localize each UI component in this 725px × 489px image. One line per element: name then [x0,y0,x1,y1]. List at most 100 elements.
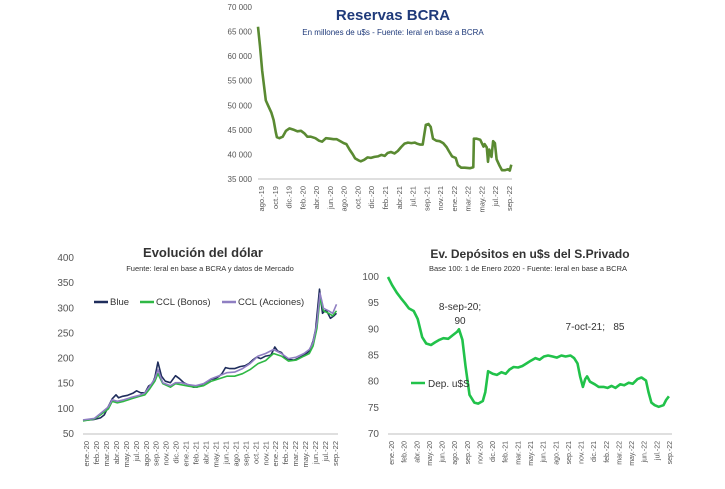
dolar-y-tick-label: 250 [57,328,74,339]
depositos-legend: Dep. u$S [411,379,470,390]
depositos-x-tick-label: feb.-20 [402,441,409,463]
reservas-y-tick-label: 70 000 [228,3,253,12]
reservas-x-tick-label: sep.-21 [422,186,431,211]
reservas-title: Reservas BCRA [336,7,450,24]
depositos-x-tick-label: mar.-21 [515,441,522,465]
dolar-x-tick-label: jun.-21 [221,441,230,465]
dolar-x-tick-label: feb.-20 [92,441,101,464]
reservas-x-tick-label: ago.-19 [257,186,266,211]
reservas-x-tick-label: jul.-21 [409,186,418,207]
depositos-x-tick-label: abr.-20 [414,441,421,463]
depositos-x-tick-label: sep.-20 [465,441,472,464]
dolar-x-tick-label: may.-22 [301,441,310,468]
reservas-series [256,26,513,172]
reservas-y-tick-label: 50 000 [228,101,253,110]
depositos-y-tick-label: 90 [368,324,380,335]
depositos-x-tick-label: nov.-21 [579,441,586,464]
depositos-subtitle: Base 100: 1 de Enero 2020 - Fuente: Iera… [429,264,627,273]
dolar-x-tick-label: ago.-21 [231,441,240,466]
dolar-y-tick-label: 300 [57,303,74,314]
reservas-x-tick-label: abr.-20 [312,186,321,209]
reservas-y-tick-label: 35 000 [228,175,253,184]
depositos-x-tick-label: feb.-21 [503,441,510,463]
depositos-axes: 70 75 80 85 90 95 100 ene.-20 feb.-20 abr.-20 may.… [362,272,674,466]
depositos-x-tick-label: mar.-22 [616,441,623,465]
dolar-x-tick-label: dic.-20 [172,441,181,464]
dolar-x-tick-label: nov.-20 [162,441,171,465]
depositos-series-line-dep-u-s [386,276,670,409]
depositos-y-tick-label: 100 [362,272,379,283]
dolar-x-tick-label: sep.-20 [152,441,161,466]
dolar-legend: Blue CCL (Bonos) CCL (Acciones) [94,297,304,308]
reservas-x-tick-label: may.-22 [477,186,486,213]
depositos-y-tick-label: 80 [368,377,380,388]
dolar-x-tick-label: mar.-20 [102,441,111,466]
dolar-y-tick-label: 400 [57,253,74,264]
depositos-y-tick-label: 70 [368,429,380,440]
depositos-x-tick-label: may.-20 [427,441,434,466]
dolar-x-tick-label: may.-21 [211,441,220,468]
reservas-x-tick-label: dic.-19 [285,186,294,209]
depositos-x-tick-label: jun.-21 [541,441,548,464]
dolar-x-tick-label: ago.-20 [142,441,151,466]
reservas-series-line-0 [256,26,513,172]
reservas-x-tick-label: abr.-21 [395,186,404,209]
depositos-y-tick-label: 85 [368,351,380,362]
depositos-series [386,276,670,409]
depositos-x-tick-label: sep.-21 [566,441,573,464]
legend-label-blue: Blue [110,297,129,308]
depositos-x-tick-label: jun.-22 [642,441,649,464]
depositos-x-tick-label: ago.-21 [553,441,560,465]
reservas-subtitle: En millones de u$s - Fuente: Ieral en ba… [302,28,484,37]
dolar-x-tick-label: ene.-21 [182,441,191,466]
dolar-series-line-ccl-bonos- [82,297,338,422]
dolar-x-tick-label: abr.-21 [202,441,211,464]
reservas-y-tick-label: 45 000 [228,126,253,135]
depositos-x-tick-label: nov.-20 [477,441,484,464]
dolar-x-tick-label: jul.-20 [132,441,141,462]
dolar-y-tick-label: 100 [57,404,74,415]
annotation-sep20-value: 90 [454,316,466,327]
dolar-series [82,288,338,422]
reservas-x-tick-label: nov.-21 [436,186,445,210]
reservas-x-tick-label: jul.-22 [491,186,500,207]
depositos-x-tick-label: dic.-21 [591,441,598,462]
dolar-x-tick-label: abr.-20 [112,441,121,464]
reservas-chart: Reservas BCRA En millones de u$s - Fuent… [228,3,514,213]
legend-label-dep: Dep. u$S [428,379,470,390]
dolar-x-tick-label: feb.-21 [192,441,201,464]
reservas-x-tick-label: jun.-20 [326,186,335,210]
dolar-subtitle: Fuente: Ieral en base a BCRA y datos de … [126,264,294,273]
dolar-y-tick-label: 350 [57,278,74,289]
depositos-title: Ev. Depósitos en u$s del S.Privado [430,247,629,261]
dolar-x-tick-label: may.-20 [122,441,131,468]
dolar-y-tick-label: 50 [63,429,75,440]
depositos-x-tick-label: sep.-22 [667,441,674,464]
depositos-x-tick-label: dic.-20 [490,441,497,462]
reservas-x-tick-label: dic.-20 [367,186,376,209]
dolar-x-tick-label: nov.-21 [261,441,270,465]
reservas-y-tick-label: 55 000 [228,77,253,86]
depositos-y-tick-label: 75 [368,403,380,414]
depositos-x-tick-label: jun.-20 [440,441,447,464]
depositos-x-tick-label: feb.-22 [604,441,611,463]
depositos-x-tick-label: may.-22 [629,441,636,466]
reservas-x-tick-label: ene.-22 [450,186,459,211]
depositos-y-tick-label: 95 [368,298,380,309]
depositos-x-tick-label: may.-21 [528,441,535,466]
depositos-x-tick-label: ago.-20 [452,441,459,465]
depositos-annotations: 8-sep-20; 90 7-oct-21; 85 [439,302,625,333]
reservas-x-tick-label: mar.-22 [464,186,473,211]
reservas-x-tick-label: ago.-20 [340,186,349,211]
reservas-y-tick-label: 65 000 [228,28,253,37]
reservas-x-tick-label: sep.-22 [505,186,514,211]
dolar-x-tick-label: feb.-22 [281,441,290,464]
reservas-x-tick-label: feb.-20 [298,186,307,209]
reservas-x-tick-label: feb.-21 [381,186,390,209]
dolar-title: Evolución del dólar [143,245,263,260]
legend-label-ccl-bonos: CCL (Bonos) [156,297,211,308]
dolar-x-tick-label: oct.-21 [251,441,260,464]
depositos-x-tick-label: jul.-22 [654,441,661,461]
legend-label-ccl-acciones: CCL (Acciones) [238,297,304,308]
